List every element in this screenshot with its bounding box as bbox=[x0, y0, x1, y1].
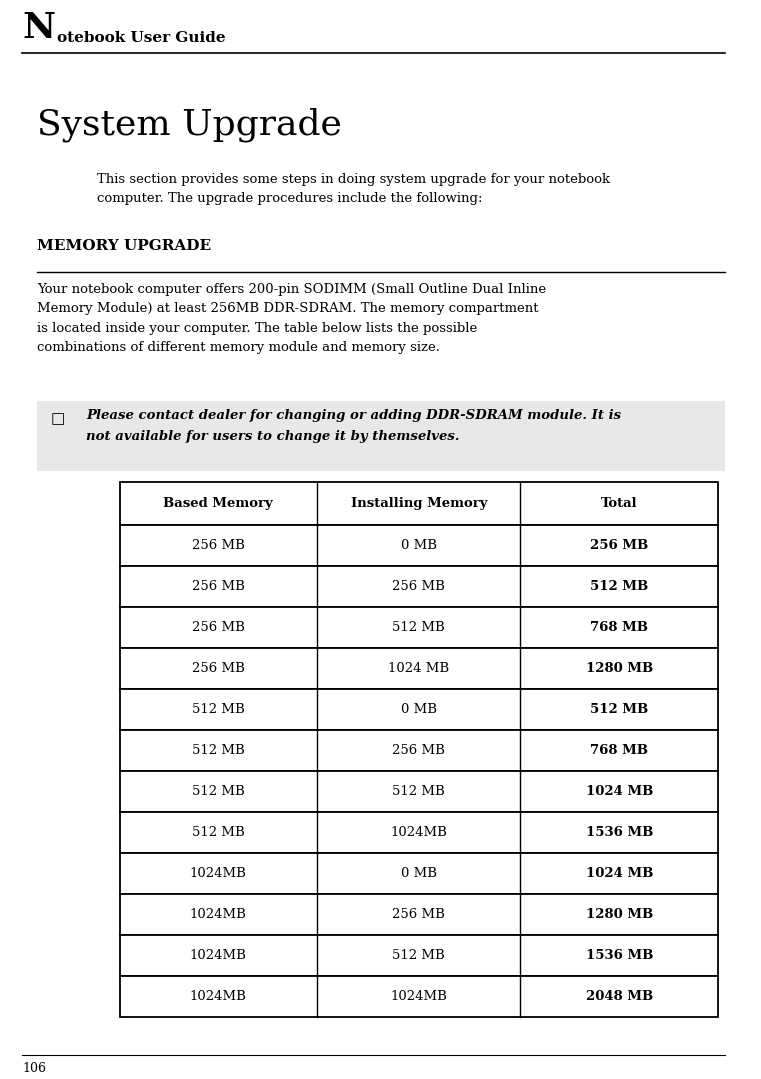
Text: 1536 MB: 1536 MB bbox=[585, 827, 653, 839]
Bar bbox=[119, 607, 718, 648]
Text: N: N bbox=[22, 11, 56, 44]
Text: 512 MB: 512 MB bbox=[192, 704, 245, 716]
Text: 0 MB: 0 MB bbox=[401, 868, 437, 880]
Text: 1024 MB: 1024 MB bbox=[388, 663, 449, 675]
Text: Total: Total bbox=[601, 497, 638, 510]
Text: 512 MB: 512 MB bbox=[590, 581, 648, 593]
Text: 1280 MB: 1280 MB bbox=[585, 909, 653, 921]
Text: 1024MB: 1024MB bbox=[190, 991, 247, 1003]
Text: 1024MB: 1024MB bbox=[190, 950, 247, 962]
Text: 256 MB: 256 MB bbox=[590, 540, 648, 552]
Bar bbox=[119, 566, 718, 607]
Text: 1280 MB: 1280 MB bbox=[585, 663, 653, 675]
Text: 256 MB: 256 MB bbox=[393, 745, 445, 757]
Bar bbox=[119, 812, 718, 853]
Text: 256 MB: 256 MB bbox=[192, 540, 245, 552]
Text: otebook User Guide: otebook User Guide bbox=[57, 31, 225, 45]
Bar bbox=[119, 976, 718, 1017]
Text: Please contact dealer for changing or adding DDR-SDRAM module. It is
not availab: Please contact dealer for changing or ad… bbox=[86, 409, 621, 443]
Text: 512 MB: 512 MB bbox=[590, 704, 648, 716]
Text: 1024MB: 1024MB bbox=[190, 909, 247, 921]
Text: 1024MB: 1024MB bbox=[390, 991, 447, 1003]
Text: 1024MB: 1024MB bbox=[190, 868, 247, 880]
Text: Based Memory: Based Memory bbox=[164, 497, 273, 510]
Text: System Upgrade: System Upgrade bbox=[37, 108, 342, 142]
Text: 256 MB: 256 MB bbox=[192, 622, 245, 634]
Text: 512 MB: 512 MB bbox=[393, 950, 445, 962]
FancyBboxPatch shape bbox=[37, 401, 725, 472]
Text: 0 MB: 0 MB bbox=[401, 540, 437, 552]
Text: 512 MB: 512 MB bbox=[192, 786, 245, 798]
Bar bbox=[119, 482, 718, 525]
Text: 512 MB: 512 MB bbox=[192, 827, 245, 839]
Bar bbox=[119, 525, 718, 566]
Bar bbox=[119, 689, 718, 730]
Bar bbox=[119, 730, 718, 771]
Text: 256 MB: 256 MB bbox=[393, 581, 445, 593]
Text: 0 MB: 0 MB bbox=[401, 704, 437, 716]
Text: 106: 106 bbox=[22, 1063, 46, 1076]
Text: 512 MB: 512 MB bbox=[393, 786, 445, 798]
Text: 512 MB: 512 MB bbox=[393, 622, 445, 634]
Bar bbox=[119, 853, 718, 894]
Text: 256 MB: 256 MB bbox=[192, 663, 245, 675]
Text: Your notebook computer offers 200-pin SODIMM (Small Outline Dual Inline
Memory M: Your notebook computer offers 200-pin SO… bbox=[37, 283, 546, 354]
Text: 512 MB: 512 MB bbox=[192, 745, 245, 757]
Text: 1024 MB: 1024 MB bbox=[585, 868, 653, 880]
Text: This section provides some steps in doing system upgrade for your notebook
compu: This section provides some steps in doin… bbox=[97, 173, 610, 205]
Bar bbox=[119, 935, 718, 976]
Bar bbox=[119, 648, 718, 689]
Text: 1024 MB: 1024 MB bbox=[585, 786, 653, 798]
Text: 1024MB: 1024MB bbox=[390, 827, 447, 839]
Bar bbox=[119, 771, 718, 812]
Text: MEMORY UPGRADE: MEMORY UPGRADE bbox=[37, 240, 212, 254]
Text: 1536 MB: 1536 MB bbox=[585, 950, 653, 962]
Text: 768 MB: 768 MB bbox=[591, 745, 648, 757]
Text: 768 MB: 768 MB bbox=[591, 622, 648, 634]
Text: 256 MB: 256 MB bbox=[192, 581, 245, 593]
Text: 256 MB: 256 MB bbox=[393, 909, 445, 921]
Text: Installing Memory: Installing Memory bbox=[351, 497, 487, 510]
Text: 2048 MB: 2048 MB bbox=[585, 991, 653, 1003]
Text: □: □ bbox=[51, 412, 65, 426]
Bar bbox=[119, 894, 718, 935]
